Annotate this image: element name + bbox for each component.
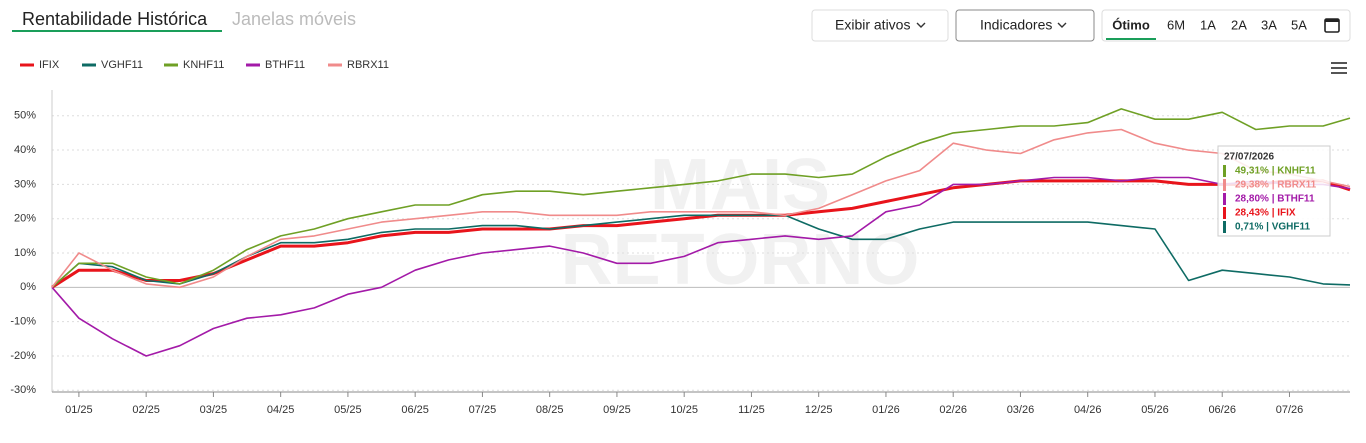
x-tick-label: 09/25 <box>603 404 631 416</box>
legend-label: KNHF11 <box>183 59 224 71</box>
menu-bar <box>1331 62 1347 64</box>
button-label: Exibir ativos <box>835 17 910 33</box>
x-tick-label: 10/25 <box>670 404 698 416</box>
x-tick-label: 07/25 <box>469 404 497 416</box>
x-tick-label: 05/26 <box>1141 404 1169 416</box>
chevron <box>1057 22 1067 28</box>
x-tick-label: 04/26 <box>1074 404 1102 416</box>
legend-label: BTHF11 <box>265 59 305 71</box>
y-tick-label: 40% <box>14 144 36 156</box>
calendar-top <box>1325 19 1339 22</box>
button-label: Indicadores <box>980 17 1052 33</box>
series-line <box>51 179 1351 289</box>
y-tick-label: 0% <box>20 281 36 293</box>
x-tick-label: 05/25 <box>334 404 362 416</box>
range-button[interactable]: Ótimo <box>1112 17 1150 32</box>
menu-icon[interactable] <box>1331 62 1347 74</box>
tooltip-item: 28,80% | BTHF11 <box>1235 194 1315 205</box>
range-buttons: Ótimo 6M 1A 2A 3A 5A <box>1112 17 1307 32</box>
x-tick-label: 07/26 <box>1276 404 1304 416</box>
y-tick-label: -20% <box>10 350 36 362</box>
series-line <box>51 108 1351 288</box>
button[interactable] <box>811 9 949 42</box>
button[interactable] <box>955 9 1095 42</box>
menu-bar <box>1331 72 1347 74</box>
range-button[interactable]: 3A <box>1261 17 1277 32</box>
range-underline <box>1106 38 1156 40</box>
tooltip-item: 28,43% | IFIX <box>1235 208 1296 219</box>
x-tick-label: 04/25 <box>267 404 295 416</box>
tab-underline <box>12 30 222 32</box>
range-button[interactable]: 1A <box>1200 17 1216 32</box>
tooltip-item: 0,71% | VGHF11 <box>1235 222 1310 233</box>
tooltip <box>1217 145 1331 237</box>
range-button[interactable]: 6M <box>1167 17 1185 32</box>
chevron <box>916 22 926 28</box>
legend-label: IFIX <box>39 59 60 71</box>
tooltip-swatch <box>1223 221 1226 233</box>
tooltip-title: 27/07/2026 <box>1224 152 1274 163</box>
tooltip-item: 29,38% | RBRX11 <box>1235 180 1317 191</box>
x-tick-label: 02/26 <box>939 404 967 416</box>
y-tick-label: -10% <box>10 316 36 328</box>
y-tick-label: 10% <box>14 247 36 259</box>
range-button[interactable]: 2A <box>1231 17 1247 32</box>
x-tick-label: 11/25 <box>738 404 765 416</box>
legend-label: RBRX11 <box>347 59 389 71</box>
range-button[interactable]: 5A <box>1291 17 1307 32</box>
calendar-icon[interactable] <box>1324 18 1340 33</box>
x-tick-label: 06/25 <box>401 404 429 416</box>
menu-bar <box>1331 67 1347 69</box>
series-line <box>51 128 1351 289</box>
legend-label: VGHF11 <box>101 59 143 71</box>
tooltip-item: 49,31% | KNHF11 <box>1235 166 1316 177</box>
tab-active[interactable]: Rentabilidade Histórica <box>22 9 208 29</box>
x-tick-label: 08/25 <box>536 404 564 416</box>
series-line <box>51 214 1351 288</box>
x-tick-label: 01/25 <box>65 404 93 416</box>
x-tick-label: 12/25 <box>805 404 833 416</box>
y-tick-label: 20% <box>14 213 36 225</box>
x-tick-label: 02/25 <box>132 404 160 416</box>
tab[interactable]: Janelas móveis <box>232 9 356 29</box>
tooltip-swatch <box>1223 193 1226 205</box>
series-line <box>51 176 1351 357</box>
y-tick-label: 50% <box>14 110 36 122</box>
tooltip-swatch <box>1223 165 1226 177</box>
x-tick-label: 01/26 <box>872 404 900 416</box>
tooltip-swatch <box>1223 179 1226 191</box>
tooltip-swatch <box>1223 207 1226 219</box>
range-group <box>1101 9 1351 42</box>
watermark: RETORNO <box>561 220 920 300</box>
x-tick-label: 03/26 <box>1007 404 1035 416</box>
y-tick-label: -30% <box>10 384 36 396</box>
y-tick-label: 30% <box>14 178 36 190</box>
x-tick-label: 06/26 <box>1208 404 1236 416</box>
x-tick-label: 03/25 <box>200 404 228 416</box>
